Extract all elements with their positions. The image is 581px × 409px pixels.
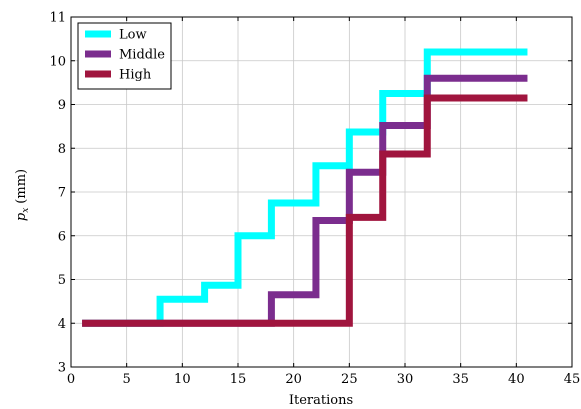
y-tick-label: 9 (58, 98, 66, 113)
x-tick-label: 45 (564, 372, 581, 387)
series-group (82, 48, 528, 327)
series-line-high (82, 94, 528, 327)
x-tick-label: 30 (397, 372, 414, 387)
x-tick-label: 35 (452, 372, 469, 387)
y-tick-label: 7 (58, 186, 66, 201)
legend-label-high: High (119, 68, 152, 83)
x-tick-label: 25 (341, 372, 358, 387)
series-line-low (82, 48, 528, 327)
legend: Low Middle High (77, 22, 172, 90)
y-tick-label: 3 (58, 361, 66, 376)
x-axis-label: Iterations (289, 393, 353, 408)
x-tick-label: 40 (508, 372, 525, 387)
legend-label-middle: Middle (119, 48, 165, 63)
x-tick-label: 10 (174, 372, 191, 387)
y-tick-label: 5 (58, 273, 66, 288)
axes (70, 16, 573, 368)
y-axis-label: px (mm) (14, 169, 31, 221)
y-tick-label: 11 (49, 11, 66, 26)
y-tick-label: 10 (49, 54, 66, 69)
y-axis-label-unit: (mm) (14, 169, 29, 204)
x-tick-label: 5 (123, 372, 131, 387)
y-tick-label: 4 (58, 317, 66, 332)
legend-label-low: Low (119, 28, 147, 43)
x-tick-label: 15 (230, 372, 247, 387)
y-tick-label: 8 (58, 142, 66, 157)
y-tick-label: 6 (58, 229, 66, 244)
y-axis-label-symbol: p (14, 212, 29, 221)
x-tick-label: 0 (67, 372, 75, 387)
x-tick-label: 20 (285, 372, 302, 387)
y-axis-label-subscript: x (21, 208, 31, 213)
